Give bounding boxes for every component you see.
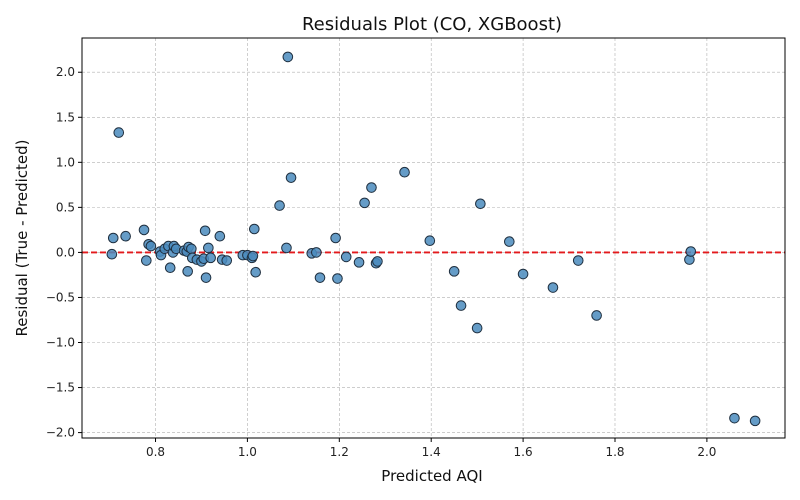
data-point (141, 255, 152, 266)
x-tick-label: 0.8 (146, 445, 165, 459)
x-tick-label: 1.2 (330, 445, 349, 459)
data-point (164, 262, 176, 274)
data-point (182, 266, 193, 277)
grid-lines (82, 38, 785, 438)
x-axis-label: Predicted AQI (381, 467, 482, 485)
data-point (359, 197, 370, 209)
y-tick-label: 2.0 (56, 65, 75, 79)
y-tick-label: 0.5 (56, 200, 75, 214)
x-tick-label: 1.4 (422, 445, 441, 459)
data-point (247, 250, 259, 262)
data-point (332, 273, 343, 284)
y-axis-label: Residual (True - Predicted) (13, 139, 31, 336)
data-point (107, 232, 119, 244)
data-point (106, 248, 118, 260)
data-point (199, 225, 211, 237)
y-tick-label: −1.0 (46, 336, 75, 350)
y-tick-label: 1.0 (56, 155, 75, 169)
data-point (572, 255, 584, 266)
data-point (517, 268, 529, 280)
y-axis-ticks: −2.0 −1.5 −1.0 −0.5 0.0 0.5 1.0 1.5 2.0 (46, 65, 82, 440)
data-point (591, 310, 602, 321)
data-point (455, 300, 467, 311)
data-point (281, 242, 292, 254)
y-tick-label: −0.5 (46, 290, 75, 304)
data-point (274, 200, 285, 211)
x-tick-label: 1.6 (514, 445, 533, 459)
y-tick-label: 0.0 (56, 245, 75, 259)
data-point (330, 232, 341, 244)
data-point (314, 272, 326, 283)
data-point (221, 255, 233, 266)
data-point (399, 166, 410, 178)
chart-title: Residuals Plot (CO, XGBoost) (302, 14, 562, 35)
y-tick-label: −2.0 (46, 426, 75, 440)
data-point (424, 235, 436, 247)
data-point (282, 51, 294, 63)
data-points (106, 51, 761, 427)
data-point (729, 412, 740, 424)
data-point (685, 246, 697, 257)
data-point (145, 240, 157, 252)
data-point (138, 224, 150, 236)
data-point (285, 172, 297, 183)
x-tick-label: 2.0 (697, 445, 716, 459)
data-point (471, 322, 483, 334)
x-tick-label: 1.0 (238, 445, 257, 459)
data-point (475, 198, 486, 210)
y-tick-label: −1.5 (46, 381, 75, 395)
data-point (205, 252, 216, 264)
data-point (353, 257, 365, 268)
data-point (200, 272, 212, 283)
data-point (340, 251, 352, 263)
data-point (249, 223, 260, 235)
data-point (203, 242, 214, 254)
plot-area-frame (81, 37, 786, 439)
data-point (113, 127, 125, 138)
data-point (250, 266, 261, 278)
data-point (372, 256, 383, 267)
data-point (547, 282, 559, 293)
x-axis-ticks: 0.8 1.0 1.2 1.4 1.6 1.8 2.0 (146, 438, 716, 459)
x-tick-label: 1.8 (605, 445, 624, 459)
data-point (366, 182, 377, 193)
data-point (214, 230, 226, 242)
y-tick-label: 1.5 (56, 110, 75, 124)
data-point (186, 243, 197, 255)
data-point (120, 230, 131, 242)
data-point (311, 247, 322, 258)
data-point (749, 415, 761, 427)
data-point (448, 266, 460, 277)
data-point (504, 236, 515, 247)
